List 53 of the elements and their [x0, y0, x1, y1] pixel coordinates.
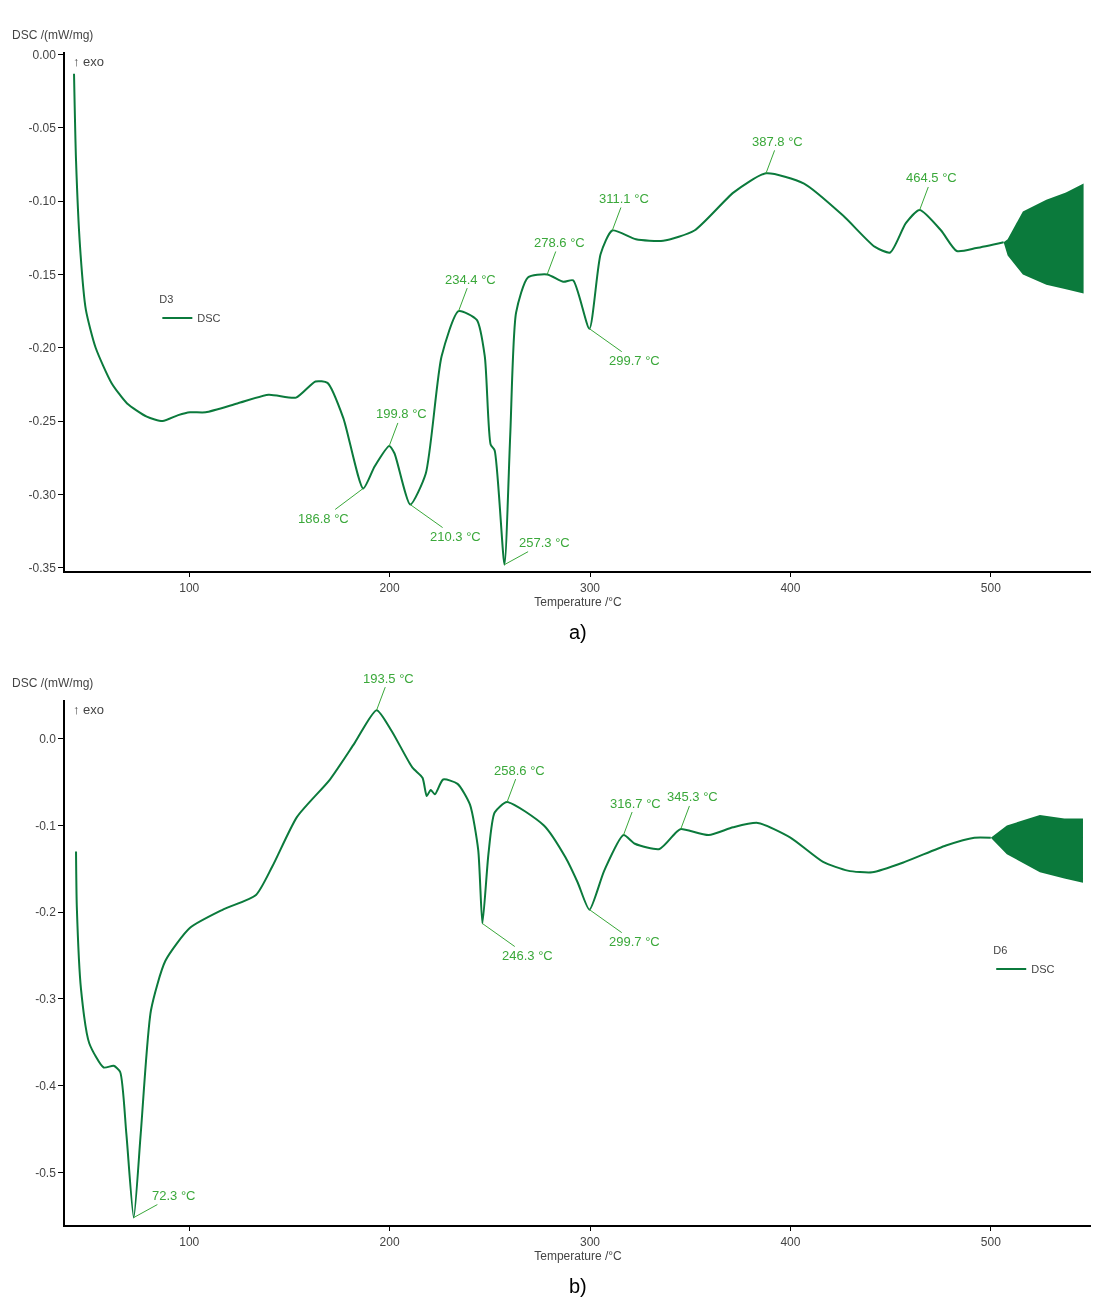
text: a) [569, 621, 587, 643]
x-axis-title: Temperature /°C [534, 1248, 623, 1263]
x-tick-label: 300 [580, 1234, 601, 1249]
x-tick-label: 300 [580, 580, 601, 595]
x-tick-label: 500 [980, 580, 1002, 595]
x-tick-label: 200 [379, 1234, 400, 1249]
y-tick-label: -0.5 [35, 1165, 57, 1180]
annotation: 464.5 °C [906, 170, 957, 185]
annotation: 199.8 °C [376, 406, 427, 421]
annotation: 316.7 °C [610, 796, 661, 811]
annotation: 278.6 °C [534, 235, 585, 250]
annotation: 299.7 °C [609, 934, 660, 949]
x-tick-label: 500 [980, 1234, 1002, 1249]
x-tick-label: 400 [780, 1234, 801, 1249]
annotation: ↑ exo [73, 702, 105, 717]
y-tick-label: -0.05 [28, 121, 57, 136]
legend-title: D3 [159, 293, 174, 306]
annotation: ↑ exo [73, 54, 105, 69]
annotation: 345.3 °C [667, 789, 718, 804]
y-tick-label: -0.25 [28, 414, 57, 429]
x-axis-title: Temperature /°C [534, 594, 623, 609]
y-tick-label: -0.2 [35, 905, 57, 920]
annotation: 193.5 °C [363, 671, 414, 686]
y-tick-label: 0.00 [32, 47, 57, 62]
y-tick-label: -0.10 [28, 194, 57, 209]
legend-label: DSC [1031, 963, 1055, 976]
annotation: 210.3 °C [430, 529, 481, 544]
y-tick-label: -0.20 [28, 340, 57, 355]
x-tick-label: 100 [179, 580, 200, 595]
y-tick-label: -0.1 [35, 818, 57, 833]
annotation: 257.3 °C [519, 535, 570, 550]
y-axis-title: DSC /(mW/mg) [12, 28, 94, 42]
y-tick-label: 0.0 [39, 731, 57, 746]
legend-label: DSC [197, 312, 221, 325]
annotation: 258.6 °C [494, 763, 545, 778]
annotation: 311.1 °C [599, 191, 649, 206]
annotation: 234.4 °C [445, 272, 496, 287]
legend-title: D6 [993, 944, 1008, 957]
text: b) [569, 1275, 587, 1297]
annotation: 387.8 °C [752, 134, 803, 149]
y-tick-label: -0.30 [28, 487, 57, 502]
annotation: 72.3 °C [152, 1188, 196, 1203]
y-tick-label: -0.15 [28, 267, 57, 282]
x-tick-label: 100 [179, 1234, 200, 1249]
annotation: 246.3 °C [502, 948, 553, 963]
x-tick-label: 400 [780, 580, 801, 595]
y-tick-label: -0.3 [35, 992, 57, 1007]
annotation: 299.7 °C [609, 353, 660, 368]
x-tick-label: 200 [379, 580, 400, 595]
annotation: 186.8 °C [298, 511, 349, 526]
y-tick-label: -0.4 [35, 1078, 57, 1093]
y-tick-label: -0.35 [28, 560, 57, 575]
y-axis-title: DSC /(mW/mg) [12, 676, 94, 690]
